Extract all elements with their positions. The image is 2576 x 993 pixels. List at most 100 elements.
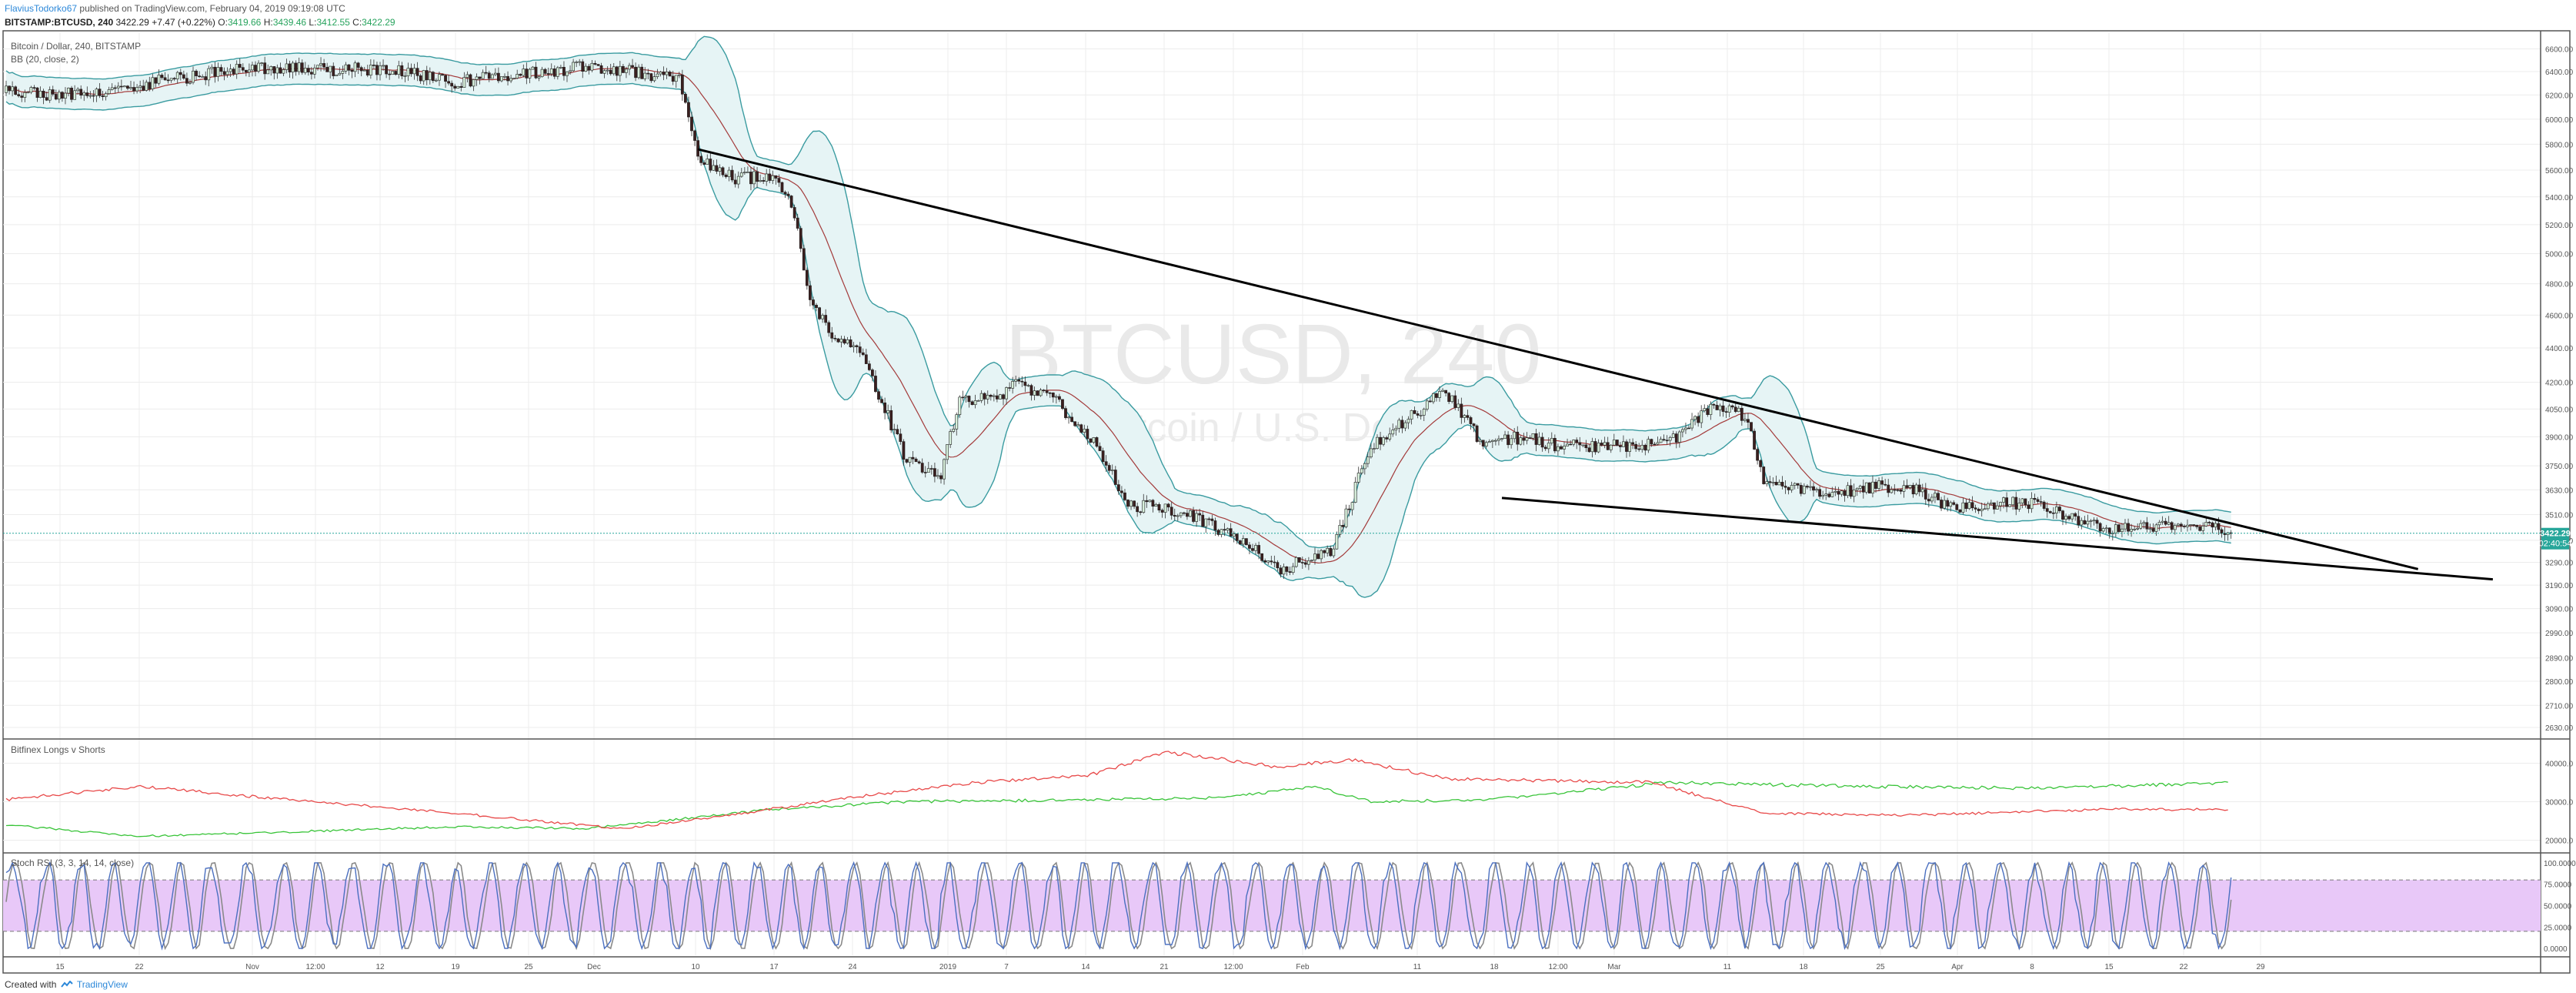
- candle-body: [1603, 442, 1607, 446]
- candle-body: [1481, 440, 1485, 446]
- candle-body: [459, 85, 463, 88]
- candle-body: [1076, 424, 1080, 426]
- candle-body: [1855, 488, 1859, 490]
- candle-body: [2077, 516, 2080, 526]
- time-tick-label: 7: [1004, 963, 1009, 971]
- candle-body: [1173, 515, 1176, 517]
- candle-body: [169, 78, 173, 81]
- candle-body: [219, 67, 223, 72]
- candle-body: [566, 71, 569, 76]
- candle-body: [38, 90, 42, 98]
- candle-body: [2164, 520, 2167, 525]
- candle-body: [923, 472, 927, 473]
- candle-body: [1796, 483, 1800, 486]
- time-tick-label: Mar: [1607, 963, 1621, 971]
- candle-body: [1553, 437, 1557, 452]
- candle-body: [2070, 513, 2074, 520]
- candle-body: [1017, 379, 1021, 382]
- time-tick-label: 15: [2104, 963, 2114, 971]
- countdown-timer: 02:40:54: [2539, 540, 2572, 549]
- candle-body: [1843, 490, 1847, 496]
- author-link[interactable]: FlaviusTodorko67: [5, 3, 78, 14]
- candle-body: [48, 89, 52, 101]
- candle-body: [606, 69, 609, 72]
- candle-body: [1061, 399, 1064, 409]
- candle-body: [2192, 524, 2196, 526]
- candle-body: [833, 338, 837, 339]
- candle-body: [235, 64, 239, 75]
- price-change: +7.47 (+0.22%): [152, 17, 215, 28]
- time-tick-label: 12:00: [305, 963, 325, 971]
- candle-body: [867, 363, 871, 370]
- candle-body: [652, 76, 656, 82]
- candle-body: [1656, 442, 1660, 445]
- candle-body: [1519, 437, 1523, 445]
- candle-body: [160, 75, 164, 79]
- candle-body: [1257, 545, 1261, 554]
- stoch-title: Stoch RSI (3, 3, 14, 14, close): [11, 858, 134, 868]
- candle-body: [805, 269, 809, 286]
- candle-body: [322, 63, 326, 68]
- candle-body: [475, 76, 479, 80]
- candle-body: [742, 172, 746, 173]
- candle-body: [1444, 390, 1448, 393]
- candle-body: [572, 62, 576, 72]
- candle-body: [1363, 463, 1366, 470]
- candle-body: [232, 69, 235, 75]
- trendline-group[interactable]: [697, 148, 2494, 581]
- candle-body: [1687, 427, 1690, 430]
- candle-body: [403, 75, 407, 77]
- candle-body: [1528, 437, 1532, 439]
- candle-body: [1254, 545, 1257, 551]
- candle-body: [733, 179, 737, 185]
- candle-body: [593, 62, 597, 65]
- candle-body: [896, 429, 899, 434]
- candle-body: [2064, 516, 2067, 520]
- candle-body: [1441, 390, 1444, 392]
- stoch-tick-label: 50.0000: [2544, 903, 2572, 911]
- candle-body: [198, 75, 202, 77]
- candle-body: [1379, 436, 1382, 445]
- time-tick-label: 18: [1799, 963, 1808, 971]
- time-tick-label: 25: [1876, 963, 1885, 971]
- trading-chart[interactable]: BTCUSD, 240 Bitcoin / U.S. Dollar 6600.0…: [0, 29, 2576, 976]
- candle-body: [643, 72, 647, 79]
- candle-body: [631, 65, 634, 68]
- price-tick-label: 2890.00: [2545, 655, 2574, 664]
- time-tick-label: 15: [55, 963, 65, 971]
- candle-body: [1116, 484, 1120, 492]
- candle-body: [612, 66, 616, 75]
- candle-body: [1335, 533, 1339, 550]
- candle-body: [254, 65, 257, 72]
- candle-body: [855, 345, 859, 347]
- candle-body: [438, 74, 441, 81]
- candle-body: [1905, 485, 1909, 488]
- candle-body: [116, 85, 120, 89]
- candle-body: [95, 89, 98, 96]
- tradingview-link[interactable]: TradingView: [76, 979, 128, 990]
- candle-body: [1880, 480, 1884, 485]
- candle-body: [2036, 499, 2040, 502]
- candle-body: [1002, 394, 1005, 400]
- longs-shorts-axis-labels: 40000.0 30000.0 20000.0: [2545, 761, 2574, 846]
- candle-body: [2133, 529, 2137, 530]
- candle-body: [609, 69, 612, 75]
- candle-body: [1276, 562, 1280, 569]
- candle-body: [385, 65, 389, 75]
- candle-body: [1762, 466, 1766, 484]
- candle-body: [584, 65, 588, 72]
- candle-body: [1487, 441, 1491, 443]
- candle-body: [1241, 538, 1245, 545]
- candle-body: [1356, 473, 1360, 483]
- candle-body: [911, 456, 915, 460]
- candle-body: [1877, 480, 1880, 489]
- candle-body: [313, 67, 316, 75]
- candle-body: [2089, 520, 2093, 522]
- high-value: 3439.46: [272, 17, 307, 28]
- candle-body: [369, 65, 372, 76]
- price-tick-label: 5800.00: [2545, 141, 2574, 149]
- candle-body: [5, 85, 8, 93]
- candle-body: [1166, 503, 1170, 508]
- candle-body: [484, 72, 488, 74]
- candle-body: [1703, 408, 1707, 411]
